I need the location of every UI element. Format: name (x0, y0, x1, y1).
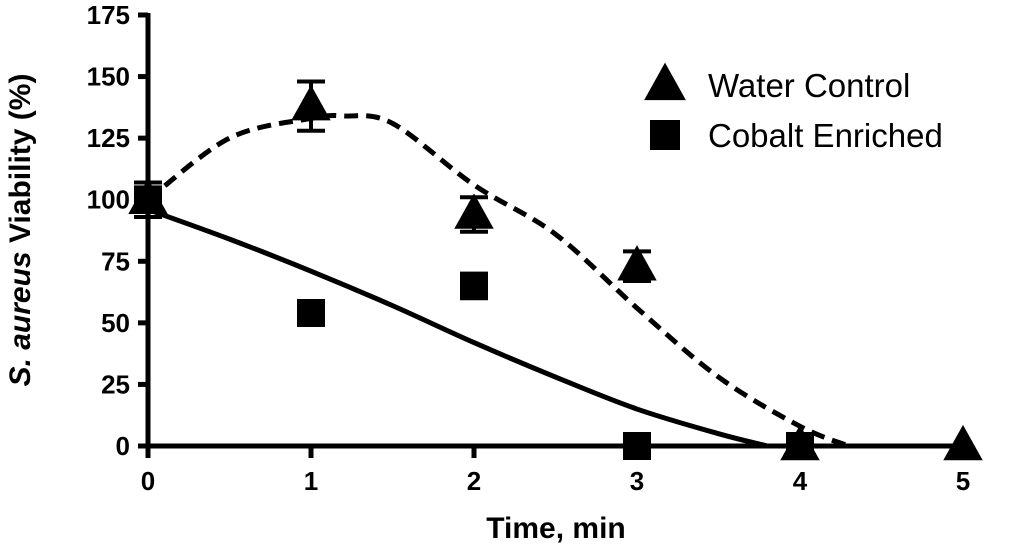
water-control-fit-line (146, 112, 850, 449)
legend-marker-cobalt-enriched (650, 120, 680, 150)
water-control-point (943, 424, 983, 461)
y-tick-label: 75 (101, 246, 130, 276)
x-tick-label: 2 (467, 466, 481, 496)
fit-lines (146, 112, 850, 449)
legend: Water Control Cobalt Enriched (644, 62, 943, 154)
x-axis-title: Time, min (486, 512, 625, 545)
y-axis-title-italic: S. aureus (4, 251, 37, 386)
legend-label-water-control: Water Control (708, 67, 910, 104)
cobalt-enriched-point (297, 299, 325, 328)
cobalt-enriched-fit-line (147, 207, 769, 449)
x-tick-label: 0 (141, 466, 155, 496)
y-tick-label: 125 (87, 123, 130, 153)
cobalt-enriched-point (460, 271, 488, 300)
axes: 0 25 50 75 100 125 150 175 0 1 2 3 4 5 (87, 0, 971, 496)
x-tick-label: 1 (304, 466, 318, 496)
water-control-point (454, 193, 494, 229)
y-tick-label: 50 (101, 308, 130, 338)
y-axis-title-rest: Viability (%) (4, 74, 37, 252)
legend-label-cobalt-enriched: Cobalt Enriched (708, 117, 943, 154)
water-control-point (617, 245, 657, 281)
legend-marker-water-control (644, 62, 686, 101)
x-tick-label: 5 (956, 466, 970, 496)
y-axis-title: S. aureus Viability (%) (4, 74, 37, 387)
x-tick-label: 4 (793, 466, 808, 496)
y-tick-label: 0 (116, 431, 130, 461)
y-tick-label: 175 (87, 0, 130, 30)
water-control-point (291, 85, 331, 121)
y-tick-label: 150 (87, 62, 130, 92)
y-tick-label: 25 (101, 369, 130, 399)
y-tick-label: 100 (87, 185, 130, 215)
x-tick-label: 3 (630, 466, 644, 496)
